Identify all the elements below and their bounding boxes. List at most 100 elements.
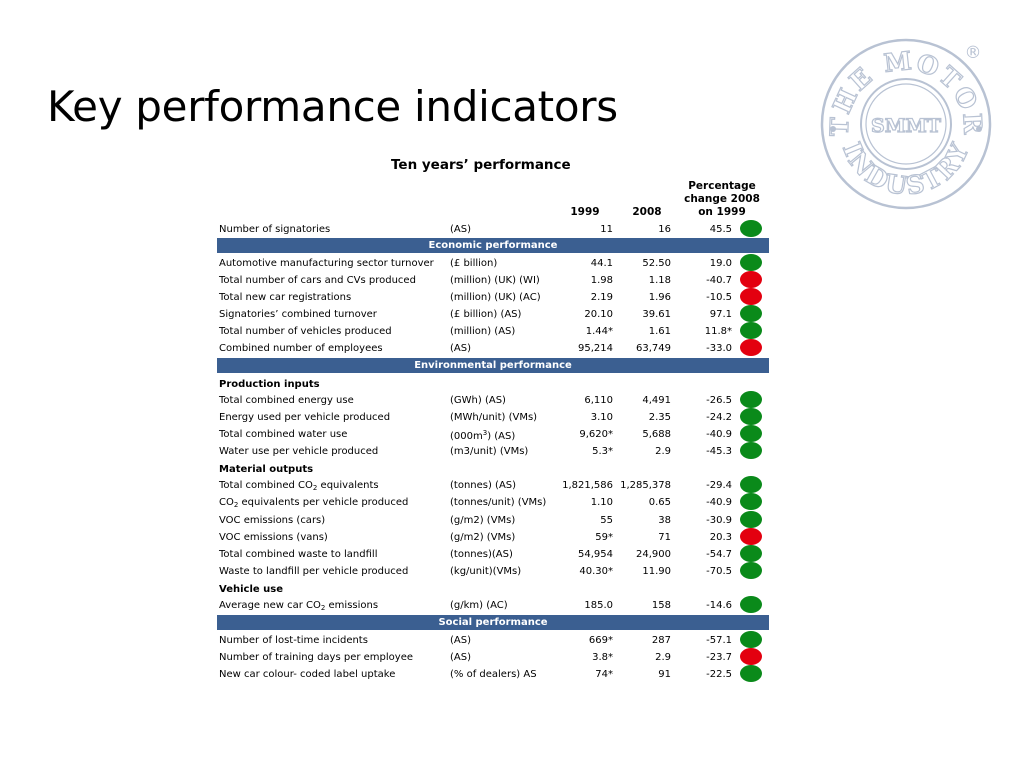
row-unit-superscript: 3 — [482, 429, 488, 437]
value-1999: 1.44* — [585, 326, 613, 337]
table-row: CO2 equivalents per vehicle produced (ton… — [217, 493, 769, 511]
value-1999: 74* — [595, 669, 613, 680]
row-label: CO2 equivalents per vehicle produced — [219, 497, 408, 509]
value-1999: 11 — [600, 224, 613, 235]
row-label: New car colour- coded label uptake — [219, 669, 396, 680]
row-label-part: Total combined CO — [219, 480, 313, 491]
percentage-change: -40.9 — [706, 429, 732, 440]
row-label: Automotive manufacturing sector turnover — [219, 258, 434, 269]
row-label: VOC emissions (cars) — [219, 515, 326, 526]
section-band: Social performance — [217, 615, 769, 630]
column-header-percentage-change: Percentage change 2008 on 1999 — [684, 180, 760, 218]
value-2008: 16 — [658, 224, 671, 235]
row-unit: (g/m2) (VMs) — [450, 515, 516, 526]
row-unit: (million) (UK) (AC) — [450, 292, 541, 303]
table-row: Energy used per vehicle produced (MWh/uni… — [217, 408, 769, 426]
value-2008: 5,688 — [642, 429, 671, 440]
percentage-change: 19.0 — [709, 258, 732, 269]
green-status-indicator — [740, 493, 762, 510]
row-label: Total new car registrations — [219, 292, 352, 303]
table-row: Automotive manufacturing sector turnover… — [217, 254, 769, 272]
value-2008: 38 — [658, 515, 671, 526]
value-1999: 44.1 — [590, 258, 613, 269]
table-row: Total combined water use (000m3) (AS) 9,62… — [217, 425, 769, 443]
value-2008: 1.96 — [648, 292, 671, 303]
value-1999: 9,620* — [579, 429, 613, 440]
percentage-change: -40.9 — [706, 497, 732, 508]
green-status-indicator — [740, 545, 762, 562]
red-status-indicator — [740, 648, 762, 665]
table-row: VOC emissions (vans) (g/m2) (VMs) 59* 71 20.… — [217, 528, 769, 546]
row-label-part: equivalents per vehicle produced — [238, 497, 409, 508]
value-2008: 2.9 — [655, 652, 671, 663]
red-status-indicator — [740, 339, 762, 356]
value-2008: 0.65 — [648, 497, 671, 508]
percentage-change: -45.3 — [706, 446, 732, 457]
row-unit: (g/m2) (VMs) — [450, 532, 516, 543]
value-2008: 71 — [658, 532, 671, 543]
row-unit: (tonnes)(AS) — [450, 549, 513, 560]
row-unit: (AS) — [450, 635, 471, 646]
table-row: Total combined energy use (GWh) (AS) 6,110… — [217, 391, 769, 409]
row-unit: (AS) — [450, 652, 471, 663]
value-1999: 55 — [600, 515, 613, 526]
row-label: Total combined CO2 equivalents — [219, 480, 379, 492]
value-1999: 1.10 — [590, 497, 613, 508]
row-unit: (m3/unit) (VMs) — [450, 446, 529, 457]
value-2008: 91 — [658, 669, 671, 680]
value-1999: 2.19 — [590, 292, 613, 303]
section-band: Economic performance — [217, 238, 769, 253]
value-1999: 6,110 — [584, 395, 613, 406]
page-title: Key performance indicators — [47, 82, 618, 131]
value-2008: 2.9 — [655, 446, 671, 457]
value-2008: 39.61 — [642, 309, 671, 320]
row-label: Total combined energy use — [219, 395, 354, 406]
green-status-indicator — [740, 511, 762, 528]
value-2008: 158 — [651, 600, 671, 611]
table-row: Total new car registrations (million) (UK… — [217, 288, 769, 306]
row-label: Waste to landfill per vehicle produced — [219, 566, 409, 577]
percentage-change: -10.5 — [706, 292, 732, 303]
green-status-indicator — [740, 665, 762, 682]
value-2008: 1.18 — [648, 275, 671, 286]
row-unit: (tonnes) (AS) — [450, 480, 517, 491]
percentage-change: 97.1 — [709, 309, 732, 320]
table-row: Total number of cars and CVs produced (mi… — [217, 271, 769, 289]
row-label-part: emissions — [325, 600, 379, 611]
table-row: Total combined waste to landfill (tonnes)… — [217, 545, 769, 563]
table-row: Water use per vehicle produced (m3/unit) … — [217, 442, 769, 460]
red-status-indicator — [740, 528, 762, 545]
row-unit: (% of dealers) AS — [450, 669, 537, 680]
percentage-change: -57.1 — [706, 635, 732, 646]
value-2008: 1.61 — [648, 326, 671, 337]
green-status-indicator — [740, 562, 762, 579]
table-row: Number of lost-time incidents (AS) 669* 287… — [217, 631, 769, 649]
row-label: Energy used per vehicle produced — [219, 412, 391, 423]
row-label: Production inputs — [219, 379, 320, 390]
green-status-indicator — [740, 442, 762, 459]
value-2008: 4,491 — [642, 395, 671, 406]
section-subheading: Vehicle use — [217, 581, 769, 598]
row-label: Vehicle use — [219, 584, 283, 595]
row-label: Total combined waste to landfill — [219, 549, 378, 560]
percentage-change: -54.7 — [706, 549, 732, 560]
section-subheading: Material outputs — [217, 461, 769, 478]
value-1999: 669* — [588, 635, 613, 646]
table-row: Signatories’ combined turnover (£ billion… — [217, 305, 769, 323]
value-1999: 20.10 — [584, 309, 613, 320]
row-unit-part: ) (AS) — [487, 431, 516, 442]
row-unit: (MWh/unit) (VMs) — [450, 412, 538, 423]
table-row: Number of signatories (AS) 11 16 45.5 — [217, 220, 769, 238]
row-unit: (tonnes/unit) (VMs) — [450, 497, 547, 508]
row-unit-part: (000m — [450, 431, 483, 442]
percentage-change: -22.5 — [706, 669, 732, 680]
row-label-part: Average new car CO — [219, 600, 321, 611]
percentage-change: -14.6 — [706, 600, 732, 611]
row-label: VOC emissions (vans) — [219, 532, 328, 543]
row-unit: (£ billion) (AS) — [450, 309, 522, 320]
row-unit: (AS) — [450, 343, 471, 354]
row-label: Number of lost-time incidents — [219, 635, 368, 646]
row-label: Number of signatories — [219, 224, 331, 235]
row-label: Signatories’ combined turnover — [219, 309, 377, 320]
row-label-subscript: 2 — [320, 604, 326, 612]
